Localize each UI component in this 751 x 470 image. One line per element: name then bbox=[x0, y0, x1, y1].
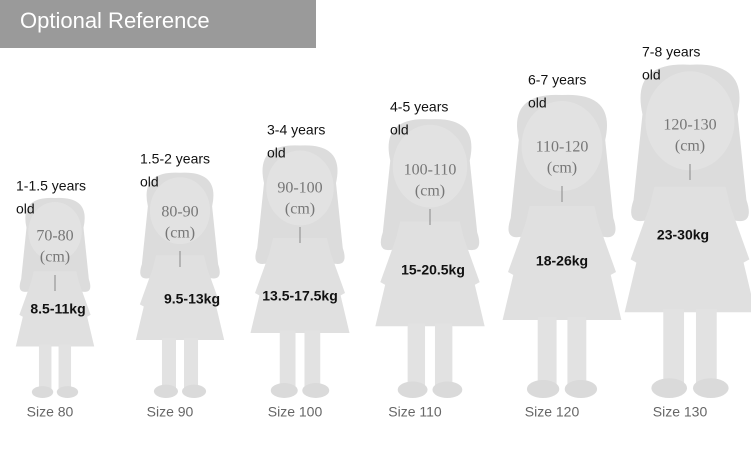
header-title: Optional Reference bbox=[20, 8, 210, 33]
age-label: 7-8 years bbox=[642, 44, 700, 60]
weight-label: 15-20.5kg bbox=[401, 262, 465, 278]
size-label: Size 90 bbox=[147, 404, 194, 420]
header-bar bbox=[0, 0, 316, 48]
size-label: Size 80 bbox=[27, 404, 74, 420]
weight-label: 18-26kg bbox=[536, 253, 588, 269]
height-unit: (cm) bbox=[165, 225, 195, 242]
age-label: 3-4 years bbox=[267, 122, 325, 138]
weight-label: 8.5-11kg bbox=[30, 301, 85, 317]
size-label: Size 120 bbox=[525, 404, 580, 420]
age-label: old bbox=[390, 122, 409, 138]
size-label: Size 130 bbox=[653, 404, 708, 420]
height-range: 80-90 bbox=[161, 204, 198, 221]
age-label: old bbox=[140, 174, 159, 190]
size-label: Size 100 bbox=[268, 404, 323, 420]
height-range: 120-130 bbox=[663, 117, 716, 134]
height-unit: (cm) bbox=[547, 160, 577, 177]
age-label: 4-5 years bbox=[390, 99, 448, 115]
weight-label: 13.5-17.5kg bbox=[262, 288, 338, 304]
age-label: old bbox=[16, 201, 35, 217]
height-range: 70-80 bbox=[36, 228, 73, 245]
age-label: 1-1.5 years bbox=[16, 178, 86, 194]
size-label: Size 110 bbox=[388, 404, 442, 420]
age-label: old bbox=[642, 67, 661, 83]
weight-label: 23-30kg bbox=[657, 227, 709, 243]
weight-label: 9.5-13kg bbox=[164, 291, 220, 307]
height-unit: (cm) bbox=[285, 201, 315, 218]
height-unit: (cm) bbox=[40, 249, 70, 266]
age-label: old bbox=[267, 145, 286, 161]
age-label: 1.5-2 years bbox=[140, 151, 210, 167]
height-range: 110-120 bbox=[536, 139, 589, 156]
age-label: old bbox=[528, 95, 547, 111]
height-unit: (cm) bbox=[675, 138, 705, 155]
height-unit: (cm) bbox=[415, 183, 445, 200]
height-range: 100-110 bbox=[404, 162, 457, 179]
height-range: 90-100 bbox=[277, 180, 322, 197]
age-label: 6-7 years bbox=[528, 72, 586, 88]
